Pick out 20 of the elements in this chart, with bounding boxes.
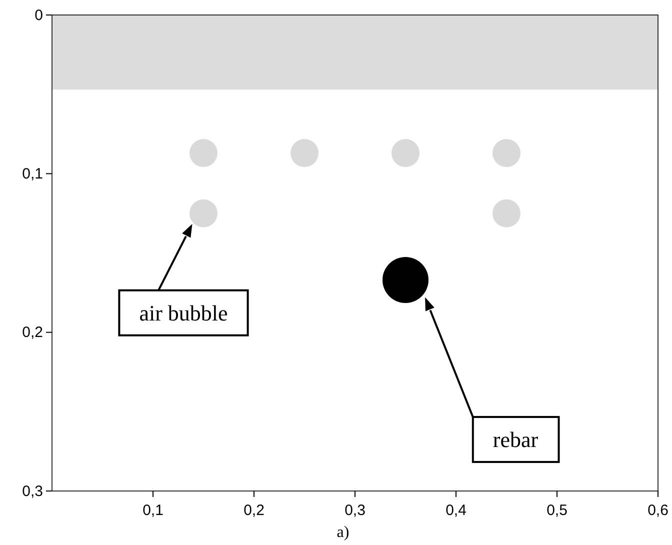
- x-tick-label: 0,2: [244, 502, 264, 519]
- point: [382, 256, 428, 303]
- x-tick-label: 0,4: [446, 502, 466, 519]
- x-tick-label: 0,6: [648, 502, 668, 519]
- point: [492, 139, 520, 168]
- y-tick-label: 0,2: [22, 324, 43, 342]
- x-tick-label: 0,3: [344, 502, 366, 519]
- y-tick-label: 0,1: [22, 165, 43, 182]
- y-tick-label: 0: [34, 6, 43, 24]
- x-tick-label: 0,5: [546, 502, 568, 519]
- y-tick-label: 0,3: [22, 482, 43, 500]
- point: [290, 139, 318, 168]
- point: [492, 199, 520, 228]
- annotation: air bubble: [139, 300, 228, 326]
- x-tick-label: 0,1: [142, 502, 164, 519]
- annotation: rebar: [492, 426, 539, 452]
- point: [190, 199, 218, 228]
- text: a): [336, 524, 350, 541]
- point: [392, 139, 420, 168]
- point: [190, 139, 218, 168]
